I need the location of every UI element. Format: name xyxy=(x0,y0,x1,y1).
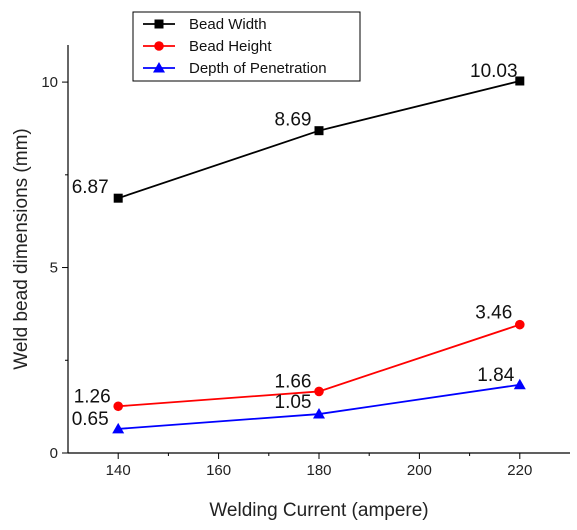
y-tick-label: 10 xyxy=(41,74,58,91)
axes: 140 160 180 200 220 0 5 10 xyxy=(41,45,570,479)
data-label: 10.03 xyxy=(470,61,518,82)
data-label: 8.69 xyxy=(275,110,312,131)
data-label: 3.46 xyxy=(475,303,512,324)
data-label: 1.05 xyxy=(275,392,312,413)
legend-item: Bead Width xyxy=(143,16,267,33)
data-point xyxy=(314,126,324,136)
y-axis-title: Weld bead dimensions (mm) xyxy=(11,128,32,369)
series-layer xyxy=(112,76,526,434)
data-label: 1.84 xyxy=(477,365,514,386)
data-point xyxy=(113,193,123,203)
legend-marker xyxy=(153,62,165,73)
legend-label: Bead Width xyxy=(189,16,267,33)
x-tick-label: 220 xyxy=(507,462,532,479)
legend: Bead Width Bead Height Depth of Penetratio… xyxy=(132,11,361,82)
y-tick-label: 5 xyxy=(50,260,58,277)
data-labels: 6.87 8.69 10.03 1.26 1.66 3.46 0.65 1.05 1.84 xyxy=(72,61,518,430)
legend-label: Depth of Penetration xyxy=(189,60,327,77)
data-point xyxy=(112,422,125,434)
x-axis-title: Welding Current (ampere) xyxy=(209,500,428,521)
data-point xyxy=(313,408,325,419)
data-point xyxy=(513,378,526,390)
data-label: 1.26 xyxy=(74,386,111,407)
legend-item: Bead Height xyxy=(143,38,272,55)
data-point xyxy=(515,319,525,330)
series-line xyxy=(117,80,521,200)
data-point xyxy=(314,386,324,397)
data-point xyxy=(113,401,123,412)
data-point xyxy=(515,76,525,86)
legend-item: Depth of Penetration xyxy=(143,60,327,77)
y-tick-label: 0 xyxy=(50,445,58,462)
data-label: 1.66 xyxy=(275,371,312,392)
legend-marker xyxy=(154,19,164,29)
series-depth-of-penetration xyxy=(112,378,526,434)
legend-marker xyxy=(154,41,164,51)
data-label: 0.65 xyxy=(72,409,109,430)
x-tick-label: 180 xyxy=(306,462,331,479)
series-bead-height xyxy=(113,319,525,412)
legend-label: Bead Height xyxy=(189,38,272,55)
x-tick-label: 140 xyxy=(106,462,131,479)
x-tick-label: 160 xyxy=(206,462,231,479)
x-tick-label: 200 xyxy=(407,462,432,479)
data-label: 6.87 xyxy=(72,177,109,198)
series-bead-width xyxy=(113,76,525,203)
